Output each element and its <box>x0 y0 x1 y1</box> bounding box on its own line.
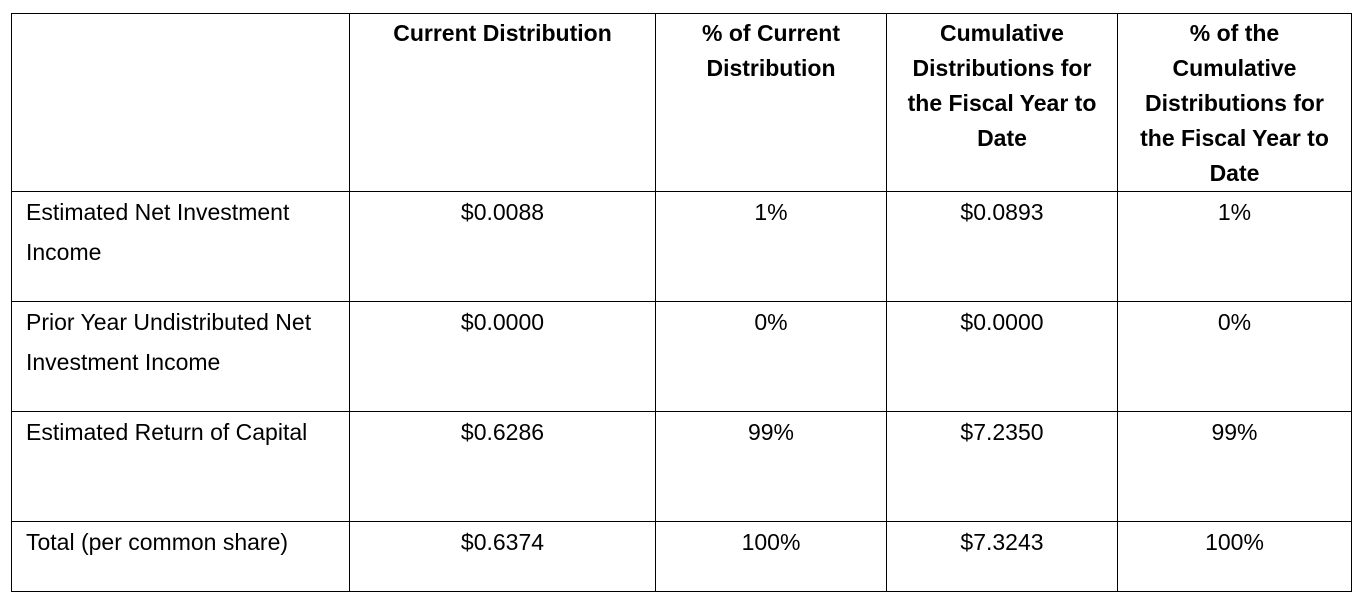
cell-current: $0.6374 <box>349 521 656 592</box>
table-row: Estimated Net Investment Income $0.0088 … <box>11 191 1352 302</box>
row-label: Total (per common share) <box>11 521 350 592</box>
distribution-table: Current Distribution % of Current Distri… <box>11 13 1352 592</box>
table-row-total: Total (per common share) $0.6374 100% $7… <box>11 521 1352 592</box>
header-current-distribution: Current Distribution <box>349 13 656 192</box>
cell-cumulative: $7.2350 <box>886 411 1118 522</box>
row-label: Prior Year Undistributed Net Investment … <box>11 301 350 412</box>
cell-pct-current: 0% <box>655 301 887 412</box>
cell-pct-current: 99% <box>655 411 887 522</box>
header-row: Current Distribution % of Current Distri… <box>11 13 1352 192</box>
cell-cumulative: $0.0000 <box>886 301 1118 412</box>
row-label: Estimated Return of Capital <box>11 411 350 522</box>
header-pct-cumulative-distributions: % of the Cumulative Distributions for th… <box>1117 13 1352 192</box>
table-row: Estimated Return of Capital $0.6286 99% … <box>11 411 1352 522</box>
table-row: Prior Year Undistributed Net Investment … <box>11 301 1352 412</box>
cell-pct-current: 1% <box>655 191 887 302</box>
cell-pct-current: 100% <box>655 521 887 592</box>
cell-pct-cumulative: 100% <box>1117 521 1352 592</box>
cell-cumulative: $7.3243 <box>886 521 1118 592</box>
cell-current: $0.0000 <box>349 301 656 412</box>
header-cumulative-distributions: Cumulative Distributions for the Fiscal … <box>886 13 1118 192</box>
cell-current: $0.6286 <box>349 411 656 522</box>
row-label: Estimated Net Investment Income <box>11 191 350 302</box>
cell-pct-cumulative: 1% <box>1117 191 1352 302</box>
cell-cumulative: $0.0893 <box>886 191 1118 302</box>
cell-pct-cumulative: 0% <box>1117 301 1352 412</box>
header-empty <box>11 13 350 192</box>
cell-pct-cumulative: 99% <box>1117 411 1352 522</box>
header-pct-current-distribution: % of Current Distribution <box>655 13 887 192</box>
cell-current: $0.0088 <box>349 191 656 302</box>
